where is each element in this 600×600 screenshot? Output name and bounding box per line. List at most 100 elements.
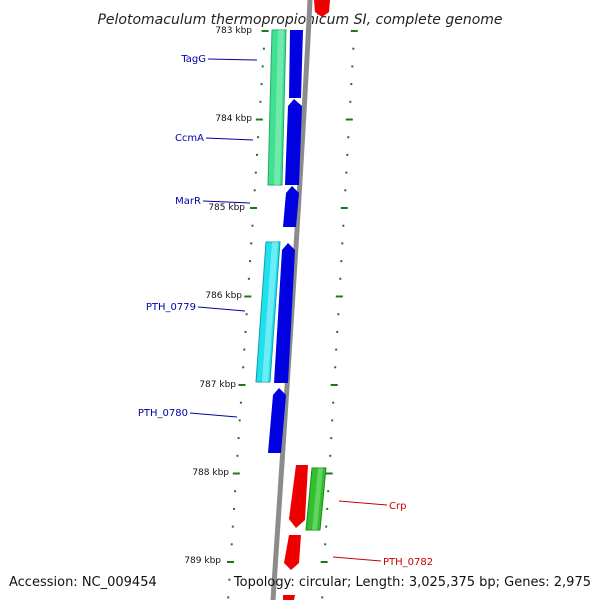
- inner-tick-mark: [238, 384, 246, 386]
- outer-tick-mark: [330, 384, 338, 386]
- leader-line-pth0782: [332, 556, 382, 562]
- outer-tick-mark: [325, 472, 333, 475]
- outer-tick-mark: [350, 83, 353, 86]
- feature-highlight: [312, 468, 323, 530]
- outer-tick-mark: [346, 153, 349, 156]
- outer-tick-mark: [335, 295, 343, 298]
- outer-tick-mark: [340, 260, 343, 263]
- inner-tick-mark: [238, 419, 241, 422]
- outer-tick-mark: [350, 30, 358, 32]
- gene-label-pth0780[interactable]: PTH_0780: [138, 408, 188, 419]
- inner-tick-mark: [256, 153, 258, 156]
- inner-tick-mark: [227, 596, 230, 599]
- gene-label-pth0782[interactable]: PTH_0782: [383, 557, 433, 568]
- outer-tick-mark: [347, 136, 350, 139]
- inner-tick-mark: [253, 189, 256, 192]
- kbp-label-786: 786 kbp: [205, 291, 242, 301]
- gene-label-pth0779[interactable]: PTH_0779: [146, 302, 196, 313]
- outer-tick-mark: [340, 207, 348, 209]
- inner-tick-mark: [232, 472, 240, 475]
- outer-tick-mark: [325, 525, 328, 528]
- genome-title: Pelotomaculum thermopropionicum SI, comp…: [97, 12, 502, 28]
- gene-label-tagg[interactable]: TagG: [180, 54, 206, 65]
- cds-top-reverse[interactable]: [314, 0, 330, 17]
- inner-tick-mark: [242, 366, 245, 369]
- outer-tick-mark: [321, 596, 324, 599]
- inner-tick-mark: [237, 437, 240, 440]
- inner-tick-mark: [244, 330, 247, 333]
- cds-pth0779[interactable]: [274, 243, 295, 383]
- cds-pth0780[interactable]: [268, 388, 286, 453]
- outer-tick-mark: [324, 543, 327, 546]
- gene-label-marr[interactable]: MarR: [175, 196, 201, 207]
- leader-line-pth0780: [189, 412, 238, 418]
- inner-tick-mark: [250, 207, 257, 209]
- topology-text: Topology: circular; Length: 3,025,375 bp…: [233, 575, 591, 590]
- inner-tick-mark: [261, 65, 264, 68]
- inner-tick-mark: [251, 224, 254, 227]
- outer-tick-mark: [352, 47, 355, 50]
- outer-tick-mark: [344, 189, 347, 192]
- outer-tick-track: [320, 30, 358, 599]
- inner-tick-mark: [227, 561, 234, 563]
- gene-label-ccma[interactable]: CcmA: [175, 133, 204, 144]
- outer-tick-mark: [336, 330, 339, 333]
- outer-tick-mark: [351, 65, 354, 68]
- gene-label-crp[interactable]: Crp: [389, 501, 406, 512]
- inner-tick-mark: [260, 83, 263, 86]
- feature-highlight: [274, 30, 284, 185]
- inner-tick-mark: [259, 100, 262, 103]
- inner-tick-mark: [250, 242, 253, 245]
- outer-tick-mark: [327, 490, 330, 493]
- inner-tick-mark: [249, 260, 252, 263]
- inner-tick-mark: [230, 543, 233, 546]
- inner-tick-mark: [228, 578, 231, 581]
- outer-tick-mark: [345, 171, 348, 174]
- outer-tick-mark: [320, 561, 328, 563]
- outer-tick-mark: [329, 454, 332, 457]
- leader-line-tagg: [207, 58, 258, 61]
- inner-tick-mark: [233, 507, 235, 510]
- leader-line-ccma: [205, 137, 254, 141]
- genome-backbone: [270, 0, 313, 600]
- cds-pth0782[interactable]: [284, 535, 301, 570]
- inner-tick-mark: [244, 295, 252, 298]
- outer-tick-mark: [349, 100, 352, 103]
- cds-crp-red[interactable]: [289, 465, 308, 528]
- inner-tick-mark: [261, 30, 269, 32]
- inner-tick-mark: [234, 490, 237, 493]
- inner-tick-mark: [231, 525, 234, 528]
- feature-highlight: [262, 242, 278, 382]
- outer-tick-mark: [345, 118, 353, 121]
- outer-tick-mark: [341, 242, 344, 245]
- inner-tick-track: [227, 30, 269, 599]
- outer-tick-mark: [331, 419, 334, 422]
- kbp-label-783: 783 kbp: [215, 26, 252, 36]
- outer-tick-mark: [332, 401, 335, 404]
- cds-marr[interactable]: [283, 186, 299, 227]
- outer-tick-mark: [334, 366, 337, 369]
- inner-tick-mark: [262, 47, 265, 50]
- inner-tick-mark: [255, 118, 263, 121]
- cds-bottom-reverse[interactable]: [283, 595, 295, 600]
- cds-ccma[interactable]: [285, 99, 302, 185]
- kbp-label-787: 787 kbp: [199, 380, 236, 390]
- outer-tick-mark: [330, 437, 333, 440]
- kbp-label-789: 789 kbp: [184, 556, 221, 566]
- outer-tick-mark: [342, 224, 345, 227]
- leader-line-pth0779: [197, 306, 246, 312]
- inner-tick-mark: [245, 313, 248, 316]
- outer-tick-mark: [337, 313, 340, 316]
- kbp-label-785: 785 kbp: [208, 203, 245, 213]
- inner-tick-mark: [254, 171, 257, 174]
- accession-text: Accession: NC_009454: [9, 575, 157, 590]
- cds-tagg[interactable]: [289, 30, 303, 98]
- outer-tick-mark: [335, 348, 338, 351]
- outer-tick-mark: [322, 578, 325, 581]
- leader-line-marr: [202, 200, 251, 204]
- kbp-label-788: 788 kbp: [192, 468, 229, 478]
- inner-tick-mark: [239, 401, 242, 404]
- outer-tick-mark: [326, 507, 329, 510]
- leader-line-crp: [338, 500, 388, 506]
